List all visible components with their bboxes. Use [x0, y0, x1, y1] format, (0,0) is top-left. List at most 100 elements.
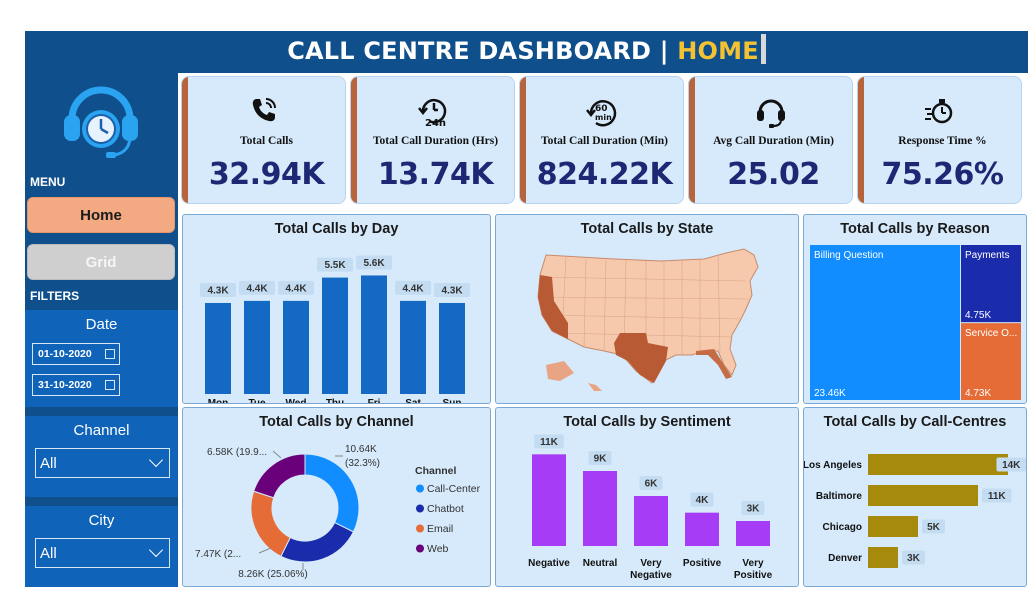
data-label-bg [902, 550, 925, 565]
legend-item[interactable]: Call-Center [427, 483, 481, 495]
treemap-tile[interactable] [960, 245, 1021, 323]
legend-marker [416, 484, 424, 493]
bar-centre[interactable] [868, 516, 918, 537]
bar-centre[interactable] [868, 454, 1008, 475]
kpi-label: Avg Call Duration (Min) [713, 135, 834, 147]
treemap-tile[interactable] [810, 245, 960, 400]
dashboard-title: CALL CENTRE DASHBOARD | HOME [287, 37, 759, 65]
date-filter-label: Date [85, 316, 118, 333]
city-filter-label: City [88, 512, 115, 529]
bar-sun[interactable] [439, 302, 465, 394]
calendar-icon[interactable] [105, 349, 115, 359]
chart-title: Total Calls by Sentiment [563, 414, 731, 430]
tick-label: Thu [326, 398, 344, 404]
hawaii-state[interactable] [588, 383, 602, 391]
stopwatch-icon [924, 99, 952, 124]
leader-line [272, 450, 282, 459]
menu-heading: MENU [30, 175, 66, 189]
tick-label: Tue [248, 398, 265, 404]
chart-title: Total Calls by Call-Centres [823, 414, 1007, 430]
data-label-bg [690, 492, 714, 507]
chart-title: Total Calls by Channel [259, 414, 414, 430]
bar-mon[interactable] [205, 302, 231, 394]
start-date-input[interactable]: 01-10-2020 [32, 343, 120, 365]
clock-60min-icon: 60 min [585, 100, 616, 127]
tick-label: Negative [630, 570, 672, 581]
data-label: 4.4K [402, 283, 424, 294]
treemap-tile[interactable] [960, 323, 1021, 400]
calendar-icon[interactable] [105, 380, 115, 390]
treemap-value: 4.73K [965, 388, 991, 399]
bar-sentiment[interactable] [583, 471, 617, 546]
california-state[interactable] [538, 275, 568, 339]
data-label: 5K [927, 522, 941, 533]
bar-tue[interactable] [244, 300, 270, 394]
bar-sat[interactable] [400, 300, 426, 394]
city-select[interactable]: All [35, 538, 170, 568]
bar-centre[interactable] [868, 485, 978, 506]
treemap-value: 4.75K [965, 310, 991, 321]
bar-sentiment[interactable] [634, 496, 668, 546]
tick-label: Very [640, 558, 662, 569]
home-button[interactable]: Home [27, 197, 175, 233]
bar-wed[interactable] [283, 300, 309, 394]
tick-label: Negative [528, 558, 570, 569]
legend-item[interactable]: Web [427, 543, 449, 555]
kpi-value: 25.02 [727, 157, 820, 192]
treemap-name: Payments [965, 250, 1009, 261]
city-filter: City All [25, 506, 178, 587]
data-label: 5.5K [324, 260, 346, 271]
donut-plot: 10.64K (32.3%) 8.26K (25.06%) 7.47K (2... 6.… [195, 444, 481, 580]
clock-24h-icon: 24h [417, 98, 446, 129]
data-label: 4.3K [207, 285, 229, 296]
data-label: 9K [594, 454, 608, 465]
legend-item[interactable]: Chatbot [427, 503, 464, 515]
channel-select[interactable]: All [35, 448, 170, 478]
calls-by-centre-chart: Total Calls by Call-Centres Los Angeles 1… [803, 407, 1027, 587]
headset-icon [756, 99, 785, 128]
bar-fri[interactable] [361, 275, 387, 394]
legend-title: Channel [415, 465, 457, 477]
legend-item[interactable]: Email [427, 523, 453, 535]
chevron-down-icon[interactable] [148, 452, 164, 468]
donut-slice-email[interactable] [250, 490, 291, 557]
bar-sentiment[interactable] [532, 454, 566, 546]
bar-sentiment[interactable] [685, 512, 719, 546]
calls-by-channel-chart: Total Calls by Channel 10.64K (32.3%) 8.26… [182, 407, 491, 587]
data-label: 4.4K [285, 283, 307, 294]
data-label-bg [588, 451, 612, 465]
kpi-value: 824.22K [536, 157, 673, 192]
donut-slice-chatbot[interactable] [280, 521, 355, 563]
chart-title: Total Calls by Reason [840, 221, 990, 237]
svg-text:24h: 24h [425, 118, 446, 129]
bar-sentiment[interactable] [736, 521, 770, 546]
svg-text:60: 60 [595, 104, 608, 114]
page-name: HOME [677, 37, 759, 65]
kpi-value: 32.94K [208, 157, 325, 192]
data-label-bg [639, 476, 663, 490]
tick-label: Chicago [823, 522, 862, 533]
treemap-plot: Billing Question 23.46K Payments 4.75K Servi… [810, 245, 1021, 400]
bar-thu[interactable] [322, 277, 348, 394]
florida-state[interactable] [696, 349, 732, 379]
alaska-state[interactable] [546, 361, 574, 381]
texas-state[interactable] [614, 333, 668, 383]
kpi-label: Total Call Duration (Hrs) [372, 135, 499, 147]
tick-label: Los Angeles [804, 460, 862, 471]
end-date-input[interactable]: 31-10-2020 [32, 374, 120, 396]
data-label: 11K [988, 491, 1007, 502]
data-label-bg [356, 255, 392, 270]
donut-slice-web[interactable] [253, 453, 306, 499]
chevron-down-icon[interactable] [148, 542, 164, 558]
bar-centre[interactable] [868, 547, 898, 568]
data-label-bg [278, 280, 314, 295]
sidebar: MENU Home Grid FILTERS Date 01-10-2020 3… [25, 73, 178, 587]
text-cursor [760, 34, 766, 64]
grid-button[interactable]: Grid [27, 244, 175, 280]
slice-label: (32.3%) [345, 458, 380, 469]
headset-clock-logo-icon [64, 86, 138, 158]
calls-by-state-map: Total Calls by State [495, 214, 799, 404]
data-label: 4.4K [246, 283, 268, 294]
us-map[interactable] [496, 215, 799, 404]
data-label-bg [534, 434, 564, 449]
